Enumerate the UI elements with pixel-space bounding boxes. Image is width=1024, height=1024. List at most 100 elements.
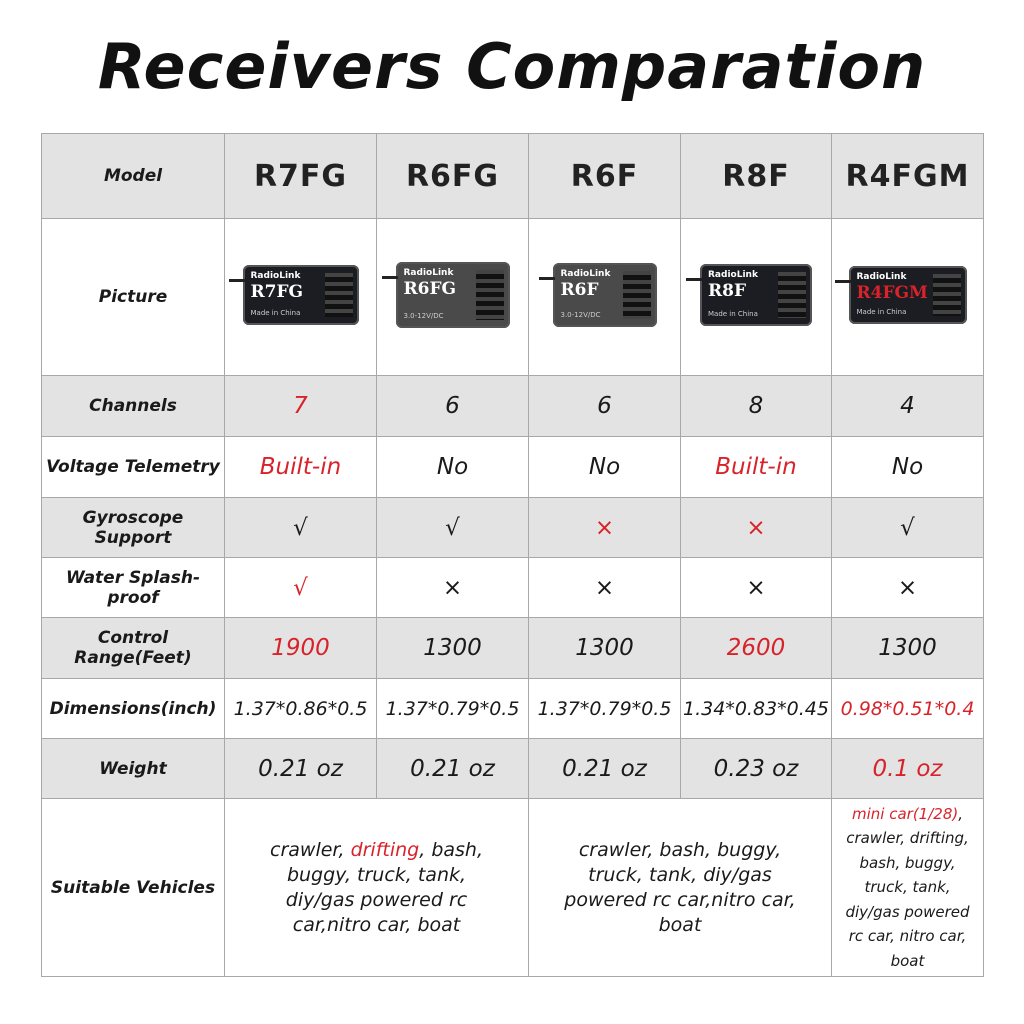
spec-value: 2600: [680, 617, 832, 679]
model-name: R6F: [528, 133, 681, 219]
receiver-pins: [778, 272, 806, 318]
vehicles-text: crawler,: [270, 838, 351, 861]
spec-value: ×: [376, 557, 529, 618]
spec-value: √: [831, 497, 984, 558]
row-label: Gyroscope Support: [41, 497, 225, 558]
row-label: Suitable Vehicles: [41, 798, 225, 977]
spec-value: √: [224, 557, 377, 618]
receiver-note: Made in China: [250, 309, 301, 317]
picture-row: Picture RadioLink R7FG Made in China RadioLi…: [41, 218, 984, 376]
spec-value: 0.21 oz: [528, 738, 681, 799]
model-name: R4FGM: [831, 133, 984, 219]
receiver-note: Made in China: [708, 310, 758, 318]
receiver-brand: RadioLink: [560, 269, 611, 279]
header-row: Model R7FG R6FG R6F R8F R4FGM: [41, 133, 984, 219]
spec-value: ×: [680, 557, 832, 618]
receiver-image: RadioLink R6FG 3.0-12V/DC: [381, 262, 510, 328]
vehicles-text: , crawler, drifting, bash, buggy, truck,…: [845, 804, 970, 970]
spec-value: 0.21 oz: [224, 738, 377, 799]
row-label: Weight: [41, 738, 225, 799]
vehicles-text: drifting: [350, 838, 420, 861]
receiver-model-label: R6F: [560, 280, 599, 300]
spec-value: 1300: [831, 617, 984, 679]
vehicles-value: crawler, bash, buggy, truck, tank, diy/g…: [528, 798, 832, 977]
receiver-image: RadioLink R8F Made in China: [686, 264, 812, 326]
receiver-image: RadioLink R7FG Made in China: [228, 265, 359, 325]
spec-value: 1300: [528, 617, 681, 679]
model-name: R6FG: [376, 133, 529, 219]
row-label: Channels: [41, 375, 225, 437]
spec-row: Voltage Telemetry Built-in No No Built-in No: [41, 436, 984, 498]
receiver-brand: RadioLink: [250, 271, 301, 281]
comparison-table: Model R7FG R6FG R6F R8F R4FGM Picture RadioLink…: [41, 133, 984, 977]
spec-value: √: [376, 497, 529, 558]
row-label: Dimensions(inch): [41, 678, 225, 739]
vehicles-text: mini car(1/28): [852, 804, 959, 823]
spec-value: 0.98*0.51*0.4: [831, 678, 984, 739]
spec-value: 1300: [376, 617, 529, 679]
vehicles-value: mini car(1/28), crawler, drifting, bash,…: [831, 798, 984, 977]
model-name: R7FG: [224, 133, 377, 219]
spec-value: ×: [831, 557, 984, 618]
spec-value: 0.1 oz: [831, 738, 984, 799]
antenna-wire: [228, 279, 245, 282]
receiver-picture-cell: RadioLink R7FG Made in China: [224, 218, 377, 376]
spec-value: 4: [831, 375, 984, 437]
spec-value: 1900: [224, 617, 377, 679]
spec-value: ×: [528, 557, 681, 618]
spec-value: Built-in: [680, 436, 832, 498]
spec-row: Gyroscope Support √ √ × × √: [41, 497, 984, 558]
receiver-picture-cell: RadioLink R4FGM Made in China: [831, 218, 984, 376]
receiver-brand: RadioLink: [708, 270, 758, 280]
spec-row: Water Splash-proof √ × × × ×: [41, 557, 984, 618]
vehicles-text: , bash, buggy, truck, tank, diy/gas powe…: [285, 838, 483, 936]
receiver-model-label: R8F: [708, 281, 747, 301]
spec-row: Channels 7 6 6 8 4: [41, 375, 984, 437]
row-label: Voltage Telemetry: [41, 436, 225, 498]
spec-value: 6: [376, 375, 529, 437]
receiver-model-label: R7FG: [250, 282, 304, 302]
spec-value: ×: [680, 497, 832, 558]
spec-value: 1.37*0.79*0.5: [528, 678, 681, 739]
receiver-pins: [932, 274, 961, 316]
row-label: Control Range(Feet): [41, 617, 225, 679]
receiver-pins: [324, 273, 353, 317]
receiver-picture-cell: RadioLink R6F 3.0-12V/DC: [528, 218, 681, 376]
spec-value: ×: [528, 497, 681, 558]
spec-value: Built-in: [224, 436, 377, 498]
spec-value: No: [376, 436, 529, 498]
receiver-pins: [475, 270, 504, 320]
spec-value: 1.37*0.86*0.5: [224, 678, 377, 739]
spec-row: Dimensions(inch) 1.37*0.86*0.5 1.37*0.79*0…: [41, 678, 984, 739]
spec-value: 8: [680, 375, 832, 437]
spec-value: 0.21 oz: [376, 738, 529, 799]
antenna-wire: [834, 280, 851, 283]
spec-value: 0.23 oz: [680, 738, 832, 799]
spec-row: Weight 0.21 oz 0.21 oz 0.21 oz 0.23 oz 0.1 oz: [41, 738, 984, 799]
receiver-brand: RadioLink: [403, 268, 454, 278]
spec-value: No: [831, 436, 984, 498]
antenna-wire: [538, 277, 555, 280]
spec-value: 6: [528, 375, 681, 437]
receiver-brand: RadioLink: [856, 272, 907, 282]
spec-value: 7: [224, 375, 377, 437]
vehicles-text: crawler, bash, buggy, truck, tank, diy/g…: [564, 838, 796, 936]
vehicles-row: Suitable Vehicles crawler, drifting, bash…: [41, 798, 984, 977]
model-name: R8F: [680, 133, 832, 219]
spec-value: √: [224, 497, 377, 558]
receiver-picture-cell: RadioLink R8F Made in China: [680, 218, 832, 376]
receiver-image: RadioLink R4FGM Made in China: [834, 266, 967, 324]
vehicles-value: crawler, drifting, bash, buggy, truck, t…: [224, 798, 529, 977]
receiver-note: 3.0-12V/DC: [403, 312, 444, 320]
row-label: Model: [41, 133, 225, 219]
page-title: Receivers Comparation: [97, 30, 927, 103]
receiver-picture-cell: RadioLink R6FG 3.0-12V/DC: [376, 218, 529, 376]
row-label: Picture: [41, 218, 225, 376]
receiver-image: RadioLink R6F 3.0-12V/DC: [538, 263, 657, 327]
spec-row: Control Range(Feet) 1900 1300 1300 2600 1300: [41, 617, 984, 679]
receiver-note: Made in China: [856, 308, 907, 316]
spec-value: 1.37*0.79*0.5: [376, 678, 529, 739]
row-label: Water Splash-proof: [41, 557, 225, 618]
receiver-note: 3.0-12V/DC: [560, 311, 601, 319]
antenna-wire: [381, 276, 398, 279]
